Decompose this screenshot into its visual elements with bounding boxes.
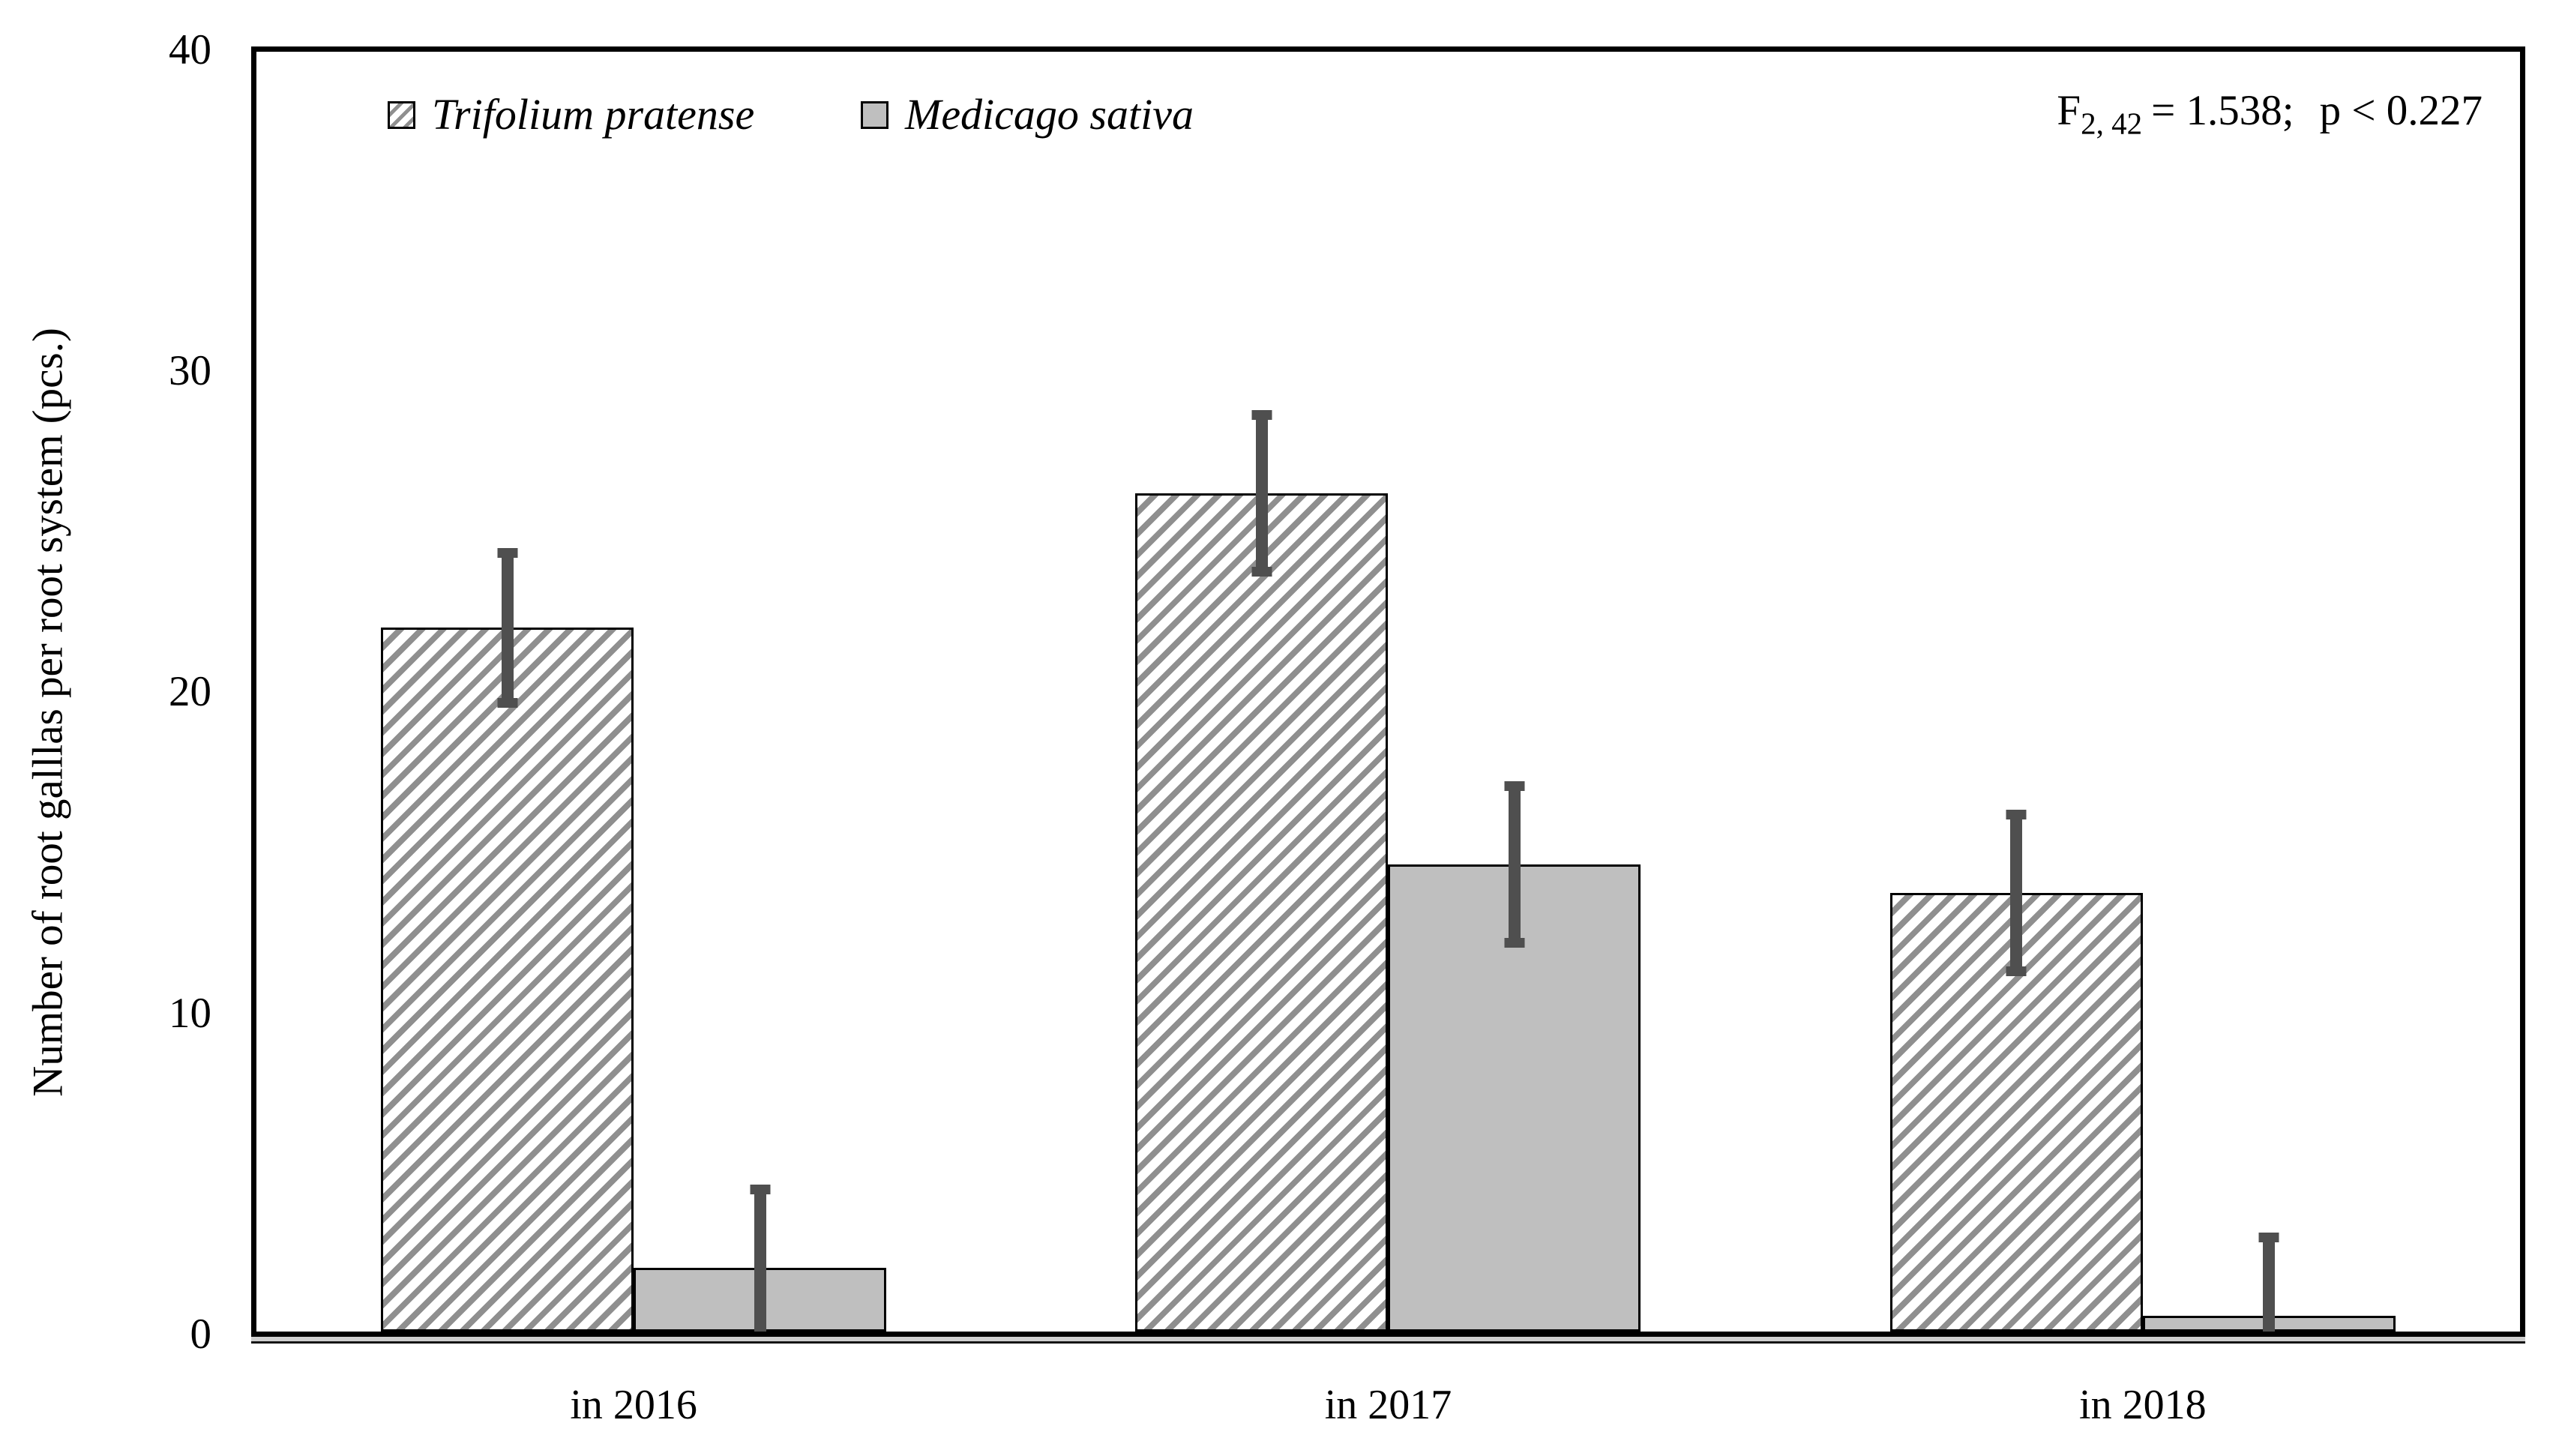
legend-swatch-hatched-icon <box>388 100 415 129</box>
stats-f-symbol: F <box>2057 87 2081 134</box>
plot-bars <box>256 52 2520 1332</box>
stats-p-value: p < 0.227 <box>2319 87 2483 134</box>
stats-f-value: = 1.538; <box>2151 87 2294 134</box>
axis-baseline-shadow <box>251 1337 2525 1341</box>
x-axis-labels: in 2016 in 2017 in 2018 <box>256 1381 2520 1429</box>
error-bar-trifolium-pratense-in-2017 <box>1255 410 1268 577</box>
y-axis-tick-30: 30 <box>169 347 211 394</box>
x-axis-label-2018: in 2018 <box>2079 1382 2207 1428</box>
bar-group-in-2018 <box>1889 52 2396 1332</box>
legend-label-trifolium-pratense: Trifolium pratense <box>432 90 755 139</box>
error-bar-trifolium-pratense-in-2016 <box>501 548 514 708</box>
bar-trifolium-pratense-in-2017 <box>1135 493 1389 1332</box>
y-axis-tick-10: 10 <box>169 990 211 1037</box>
bar-trifolium-pratense-in-2016 <box>381 628 634 1332</box>
error-bar-medicago-sativa-in-2016 <box>754 1185 766 1332</box>
plot-area: Trifolium pratense Medicago sativa F2, 4… <box>251 46 2525 1337</box>
legend-swatch-gray-icon <box>861 100 888 129</box>
axis-baseline-underline <box>251 1341 2525 1344</box>
y-axis-tick-40: 40 <box>169 26 211 73</box>
bar-group-in-2016 <box>381 52 887 1332</box>
y-axis-tick-20: 20 <box>169 668 211 715</box>
x-axis-label-2016: in 2016 <box>570 1382 697 1428</box>
error-bar-trifolium-pratense-in-2018 <box>2010 810 2023 976</box>
error-bar-medicago-sativa-in-2017 <box>1508 781 1521 948</box>
stats-f-subscript: 2, 42 <box>2081 106 2143 141</box>
bar-group-in-2017 <box>1135 52 1641 1332</box>
x-axis-label-2017: in 2017 <box>1324 1382 1452 1428</box>
error-bar-medicago-sativa-in-2018 <box>2263 1233 2276 1332</box>
y-axis-tick-0: 0 <box>190 1311 212 1358</box>
legend-item-medicago-sativa: Medicago sativa <box>861 93 1194 136</box>
legend-label-medicago-sativa: Medicago sativa <box>905 90 1194 139</box>
stats-annotation: F2, 42 = 1.538; p < 0.227 <box>2057 86 2483 141</box>
legend-item-trifolium-pratense: Trifolium pratense <box>388 93 754 136</box>
